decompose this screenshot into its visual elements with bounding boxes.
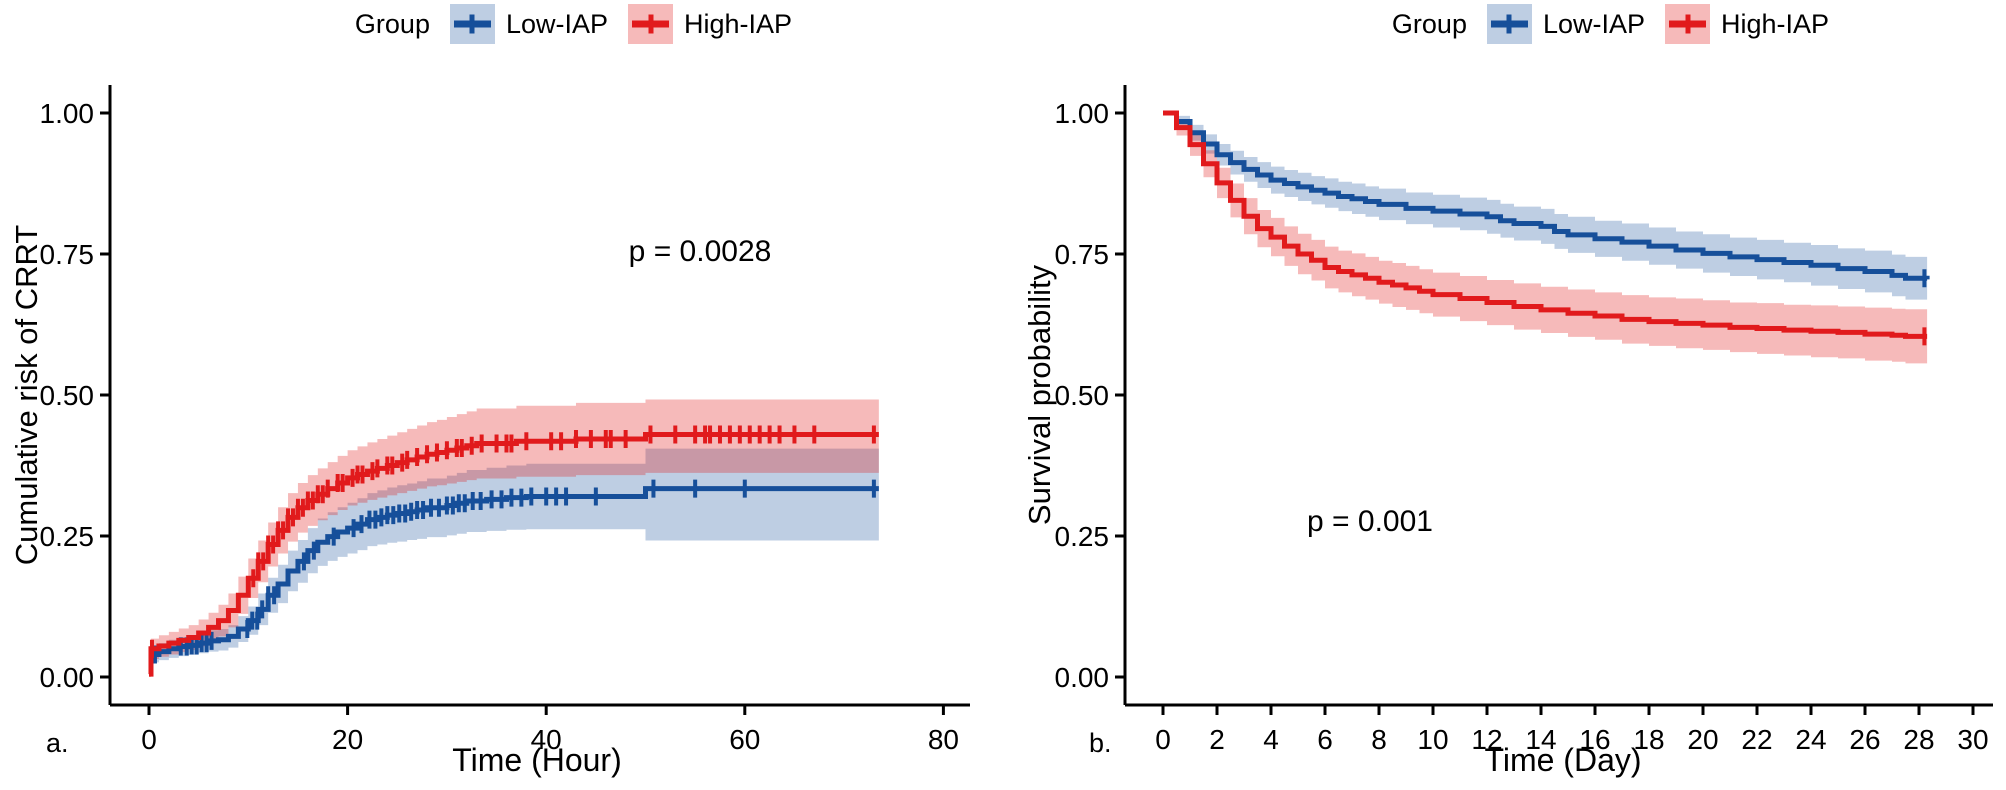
- x-tick-label: 20: [1687, 724, 1718, 755]
- x-tick-label: 16: [1579, 724, 1610, 755]
- panel-b-survival: Group Low-IAP High-IAP 0.00 0.25 0.50 0.75 1…: [1003, 0, 2006, 790]
- x-tick-label: 18: [1633, 724, 1664, 755]
- y-tick-label: 0.50: [1055, 380, 1110, 411]
- high-iap-plus-key-icon: [628, 4, 674, 44]
- x-tick-label: 28: [1903, 724, 1934, 755]
- legend-item-low-iap: Low-IAP: [1486, 4, 1646, 44]
- y-tick-label: 0.00: [1055, 662, 1110, 693]
- y-tick-label: 0.50: [40, 380, 95, 411]
- confidence-band-high-iap: [1163, 113, 1928, 364]
- x-axis-title: Time (Day): [1484, 742, 1642, 778]
- legend-title: Group: [354, 9, 430, 39]
- y-tick-label: 1.00: [1055, 98, 1110, 129]
- crrt-risk-chart: 0.00 0.25 0.50 0.75 1.00 0 20 40 60 80: [40, 85, 970, 755]
- survival-chart: 0.000.250.500.751.000 2 4 6 8 10 12 14 16 18 20 22 2…: [1055, 85, 1993, 755]
- legend-label-high-iap: High-IAP: [684, 9, 793, 39]
- x-tick-label: 4: [1263, 724, 1279, 755]
- legend-title: Group: [1391, 9, 1467, 39]
- panel-letter: a.: [46, 728, 69, 758]
- x-tick-label: 0: [1155, 724, 1171, 755]
- y-tick-label: 0.00: [40, 662, 95, 693]
- x-tick-label: 40: [531, 724, 562, 755]
- x-axis-title: Time (Hour): [452, 742, 622, 778]
- x-tick-label: 20: [332, 724, 363, 755]
- p-value-annotation: p = 0.001: [1307, 505, 1433, 538]
- y-tick-label: 0.25: [40, 521, 95, 552]
- legend: Group Low-IAP High-IAP: [1003, 4, 2006, 44]
- confidence-band-low-iap: [1163, 113, 1928, 305]
- x-tick-label: 26: [1849, 724, 1880, 755]
- legend-label-high-iap: High-IAP: [1721, 9, 1830, 39]
- x-tick-label: 12: [1471, 724, 1502, 755]
- x-tick-label: 80: [928, 724, 959, 755]
- high-iap-plus-key-icon: [1665, 4, 1711, 44]
- x-tick-label: 8: [1371, 724, 1387, 755]
- confidence-band-low-iap: [149, 448, 879, 663]
- censor-marks-low-iap: [152, 479, 876, 664]
- legend-item-high-iap: High-IAP: [628, 4, 792, 44]
- legend: Group Low-IAP High-IAP: [0, 4, 1075, 44]
- x-tick-label: 30: [1957, 724, 1988, 755]
- x-tick-label: 24: [1795, 724, 1826, 755]
- panel-letter: b.: [1089, 728, 1112, 758]
- censor-marks-high-iap: [149, 425, 876, 658]
- survival-curve-low-iap: [1163, 110, 1930, 281]
- legend-label-low-iap: Low-IAP: [505, 9, 609, 39]
- y-tick-label: 1.00: [40, 98, 95, 129]
- plus-vertical-bar: [1506, 14, 1512, 34]
- plus-vertical-bar: [648, 14, 654, 34]
- x-tick-label: 10: [1417, 724, 1448, 755]
- survival-curve-high-iap: [1163, 110, 1928, 339]
- x-tick-label: 22: [1741, 724, 1772, 755]
- y-tick-label: 0.25: [1055, 521, 1110, 552]
- y-tick-label: 0.75: [40, 239, 95, 270]
- y-axis-title: Survival probability: [1022, 264, 1057, 526]
- y-axis-title: Cumulative risk of CRRT: [9, 224, 44, 566]
- confidence-band-high-iap: [149, 399, 879, 677]
- y-tick-label: 0.75: [1055, 239, 1110, 270]
- panel-a-crrt-risk: Group Low-IAP High-IAP 0.00 0.25 0.50 0.75 1…: [9, 4, 970, 778]
- x-tick-label: 6: [1317, 724, 1333, 755]
- legend-label-low-iap: Low-IAP: [1542, 9, 1646, 39]
- x-tick-label: 2: [1209, 724, 1225, 755]
- plus-vertical-bar: [469, 14, 475, 34]
- legend-item-high-iap: High-IAP: [1665, 4, 1829, 44]
- x-tick-label: 14: [1525, 724, 1556, 755]
- low-iap-plus-key-icon: [449, 4, 495, 44]
- p-value-annotation: p = 0.0028: [628, 235, 772, 268]
- x-tick-label: 60: [729, 724, 760, 755]
- low-iap-plus-key-icon: [1486, 4, 1532, 44]
- plus-vertical-bar: [1685, 14, 1691, 34]
- legend-item-low-iap: Low-IAP: [449, 4, 609, 44]
- x-tick-label: 0: [141, 724, 157, 755]
